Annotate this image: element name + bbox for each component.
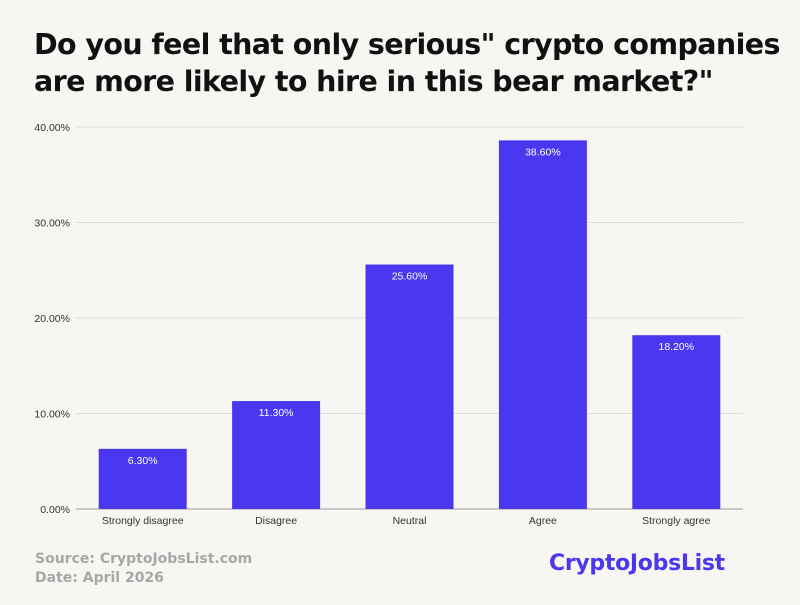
bar-value-label: 25.60% <box>392 271 428 283</box>
bar <box>98 448 187 509</box>
bar-value-label: 38.60% <box>525 146 561 158</box>
x-category-label: Agree <box>529 515 557 527</box>
y-tick-label: 10.00% <box>34 409 70 421</box>
bar-value-label: 11.30% <box>259 407 294 419</box>
x-category-label: Strongly agree <box>642 515 710 527</box>
x-axis-categories: Strongly disagree Disagree Neutral Agree Str… <box>102 515 711 527</box>
x-category-label: Strongly disagree <box>102 515 184 527</box>
bar <box>365 264 454 509</box>
y-tick-label: 40.00% <box>34 122 70 134</box>
x-category-label: Disagree <box>255 515 297 527</box>
source-text: Source: CryptoJobsList.com <box>35 551 253 567</box>
bar <box>232 401 321 509</box>
bar <box>632 335 721 509</box>
y-tick-label: 30.00% <box>34 218 70 230</box>
bar-value-labels: 6.30% 11.30% 25.60% 38.60% 18.20% <box>128 146 694 466</box>
y-tick-label: 0.00% <box>40 504 70 516</box>
date-text: Date: April 2026 <box>35 570 164 586</box>
cryptojobslist-logo[interactable]: CryptoJobsList <box>549 551 725 576</box>
chart-title: Do you feel that only serious" crypto co… <box>34 28 780 98</box>
y-axis-ticks: 0.00% 10.00% 20.00% 30.00% 40.00% <box>34 122 70 516</box>
footer: Source: CryptoJobsList.com Date: April 2… <box>35 550 252 588</box>
bars <box>98 140 721 509</box>
y-tick-label: 20.00% <box>34 313 70 325</box>
bar <box>498 140 587 509</box>
bar-value-label: 6.30% <box>128 455 158 467</box>
x-category-label: Neutral <box>393 515 427 527</box>
bar-value-label: 18.20% <box>658 341 694 353</box>
